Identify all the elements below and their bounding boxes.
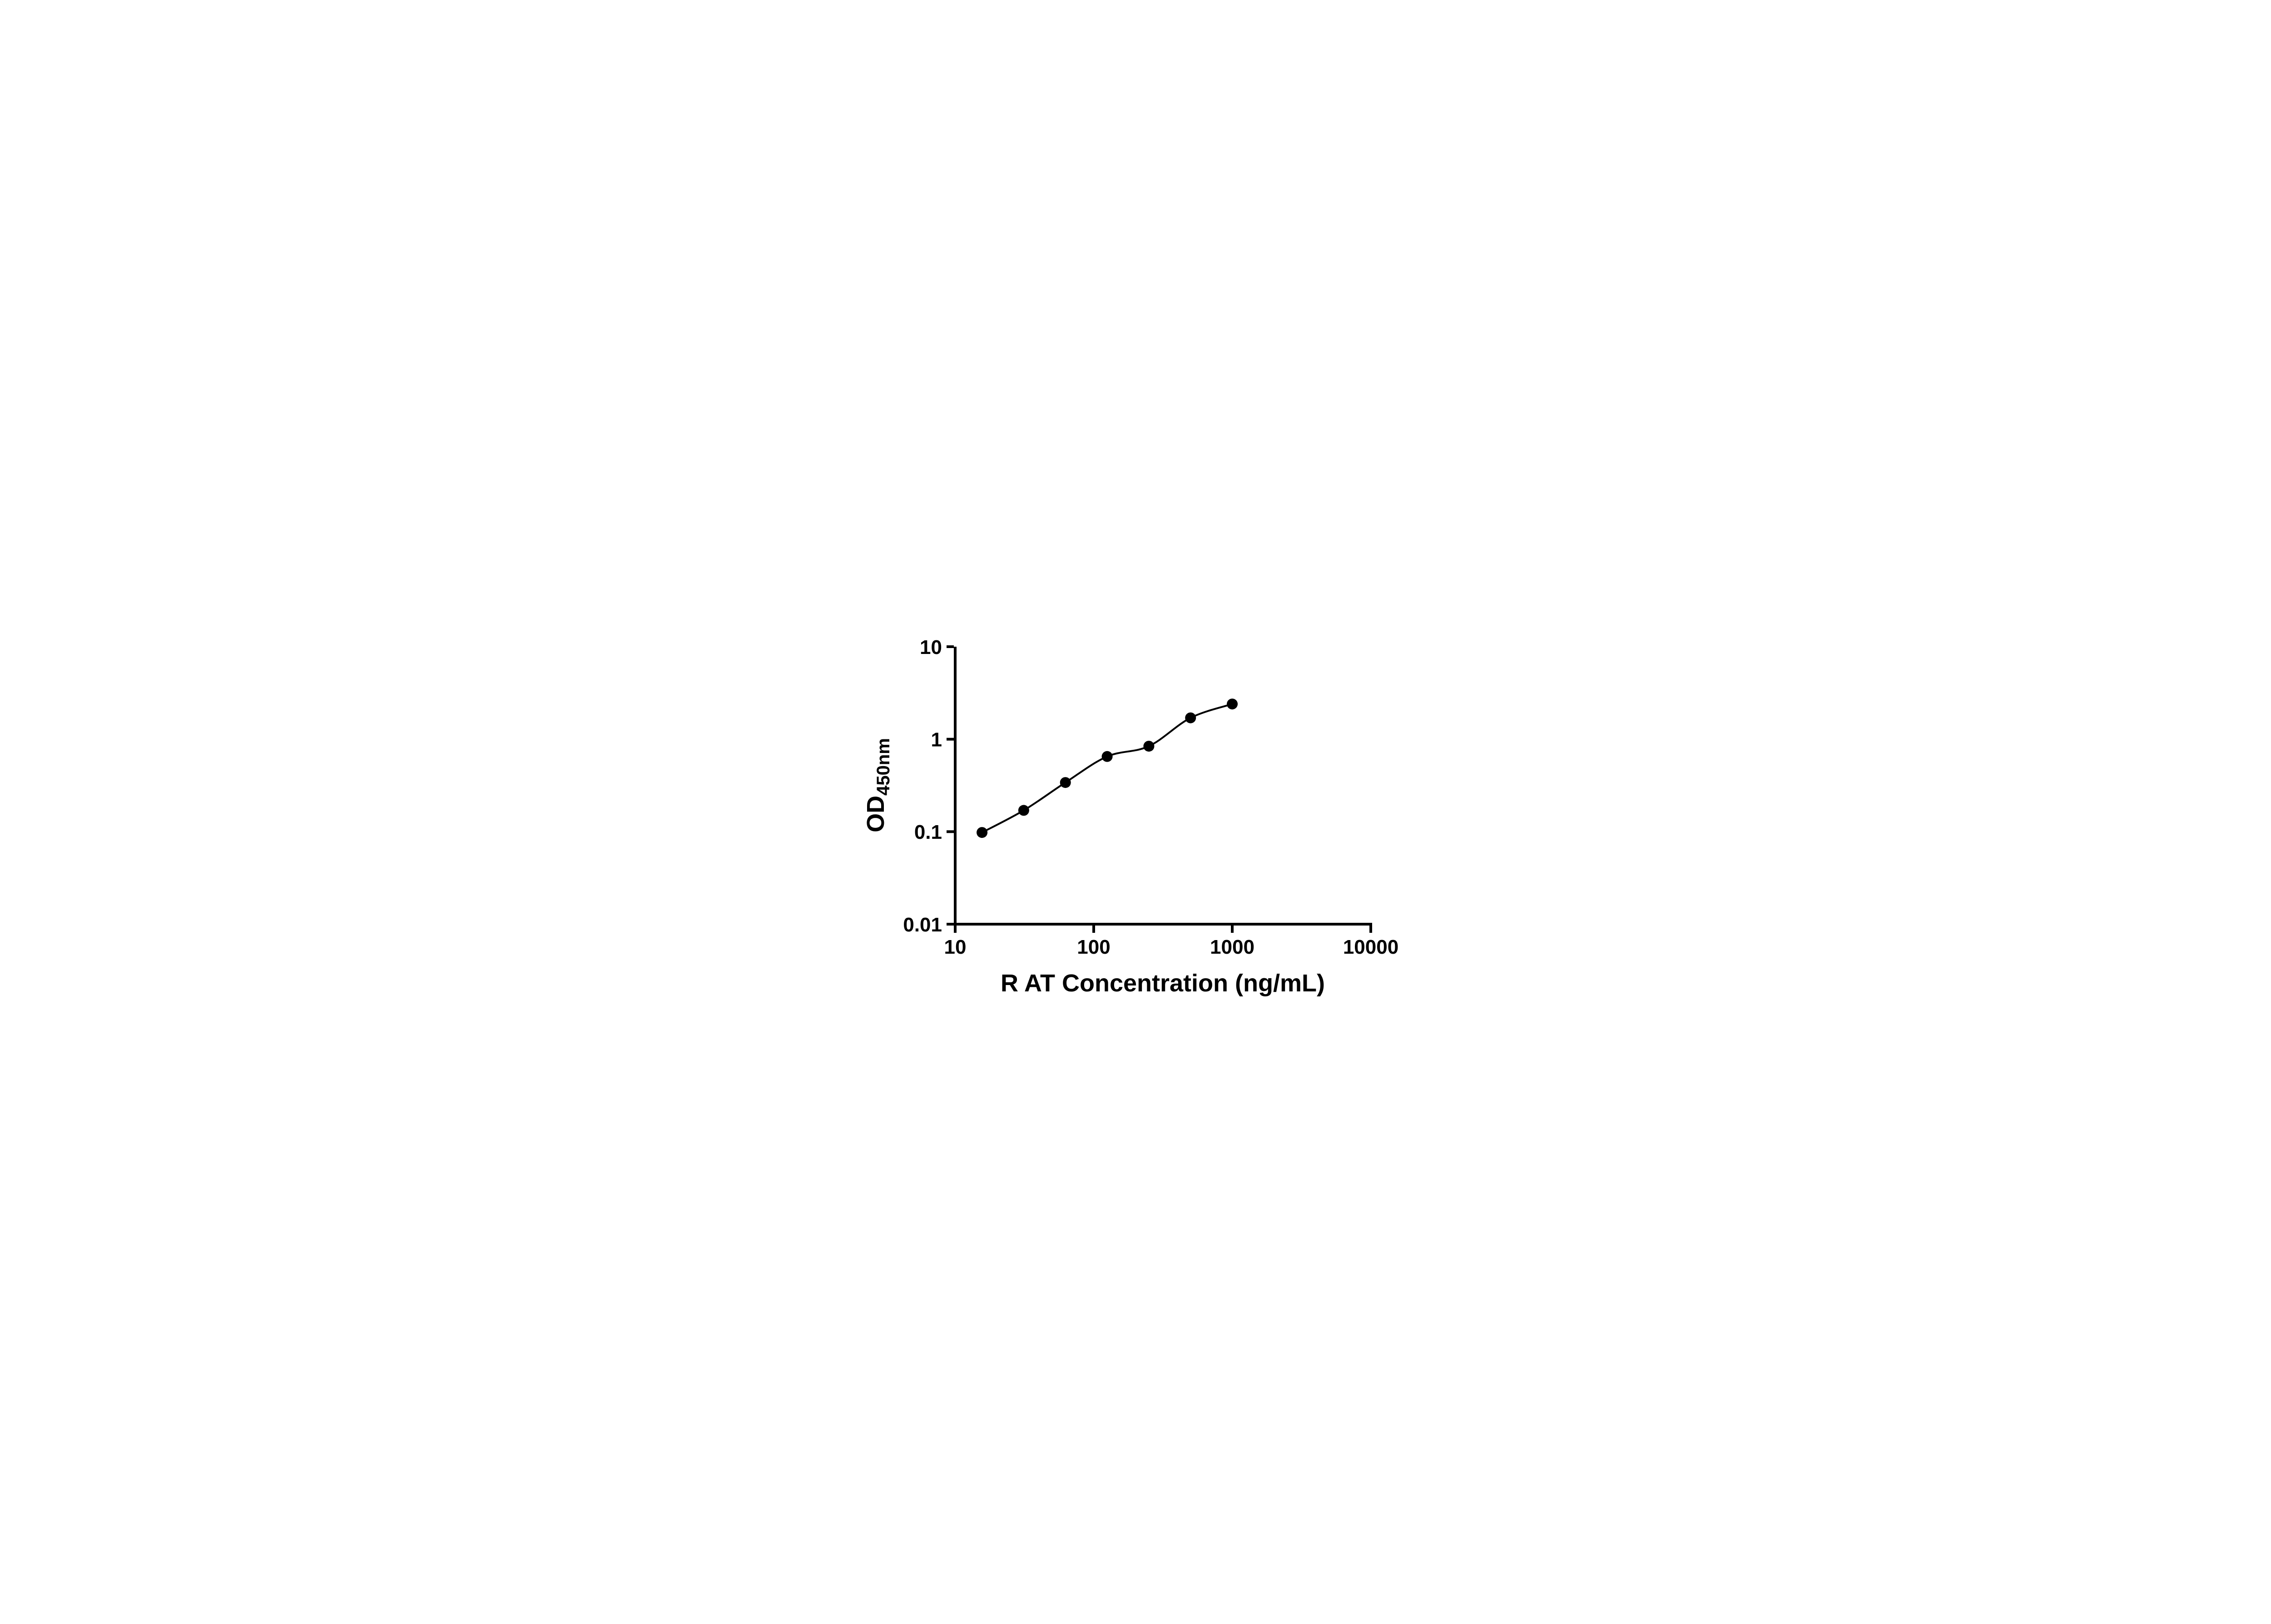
y-tick-label: 1	[931, 729, 942, 751]
data-point	[976, 827, 987, 838]
data-point	[1101, 751, 1113, 762]
data-point	[1185, 712, 1196, 723]
x-tick-label: 10	[944, 936, 966, 958]
x-tick-label: 1000	[1210, 936, 1255, 958]
y-tick-label: 0.1	[914, 821, 942, 843]
data-point	[1143, 741, 1154, 752]
y-axis-title-sub: 450nm	[873, 738, 893, 796]
data-point	[1018, 805, 1029, 816]
data-point	[1226, 698, 1238, 710]
axis-titles: R AT Concentration (ng/mL) OD450nm	[862, 738, 1325, 997]
x-axis-title: R AT Concentration (ng/mL)	[1001, 970, 1325, 997]
axis-frame	[953, 647, 1372, 926]
data-point	[1060, 777, 1071, 788]
x-tick-label: 10000	[1343, 936, 1398, 958]
chart-canvas: 0.01 0.1 1 10 10 100 1000 10000 R AT Concentrat…	[862, 636, 1398, 997]
y-axis-title-main: OD	[862, 796, 889, 832]
data-points	[976, 698, 1238, 838]
y-tick-label: 10	[920, 636, 942, 659]
axes: 0.01 0.1 1 10 10 100 1000 10000	[903, 636, 1398, 958]
y-axis-title: OD450nm	[862, 738, 893, 832]
x-tick-label: 100	[1077, 936, 1110, 958]
standard-curve-chart: 0.01 0.1 1 10 10 100 1000 10000 R AT Concentrat…	[844, 609, 1428, 1015]
y-tick-label: 0.01	[903, 914, 942, 936]
